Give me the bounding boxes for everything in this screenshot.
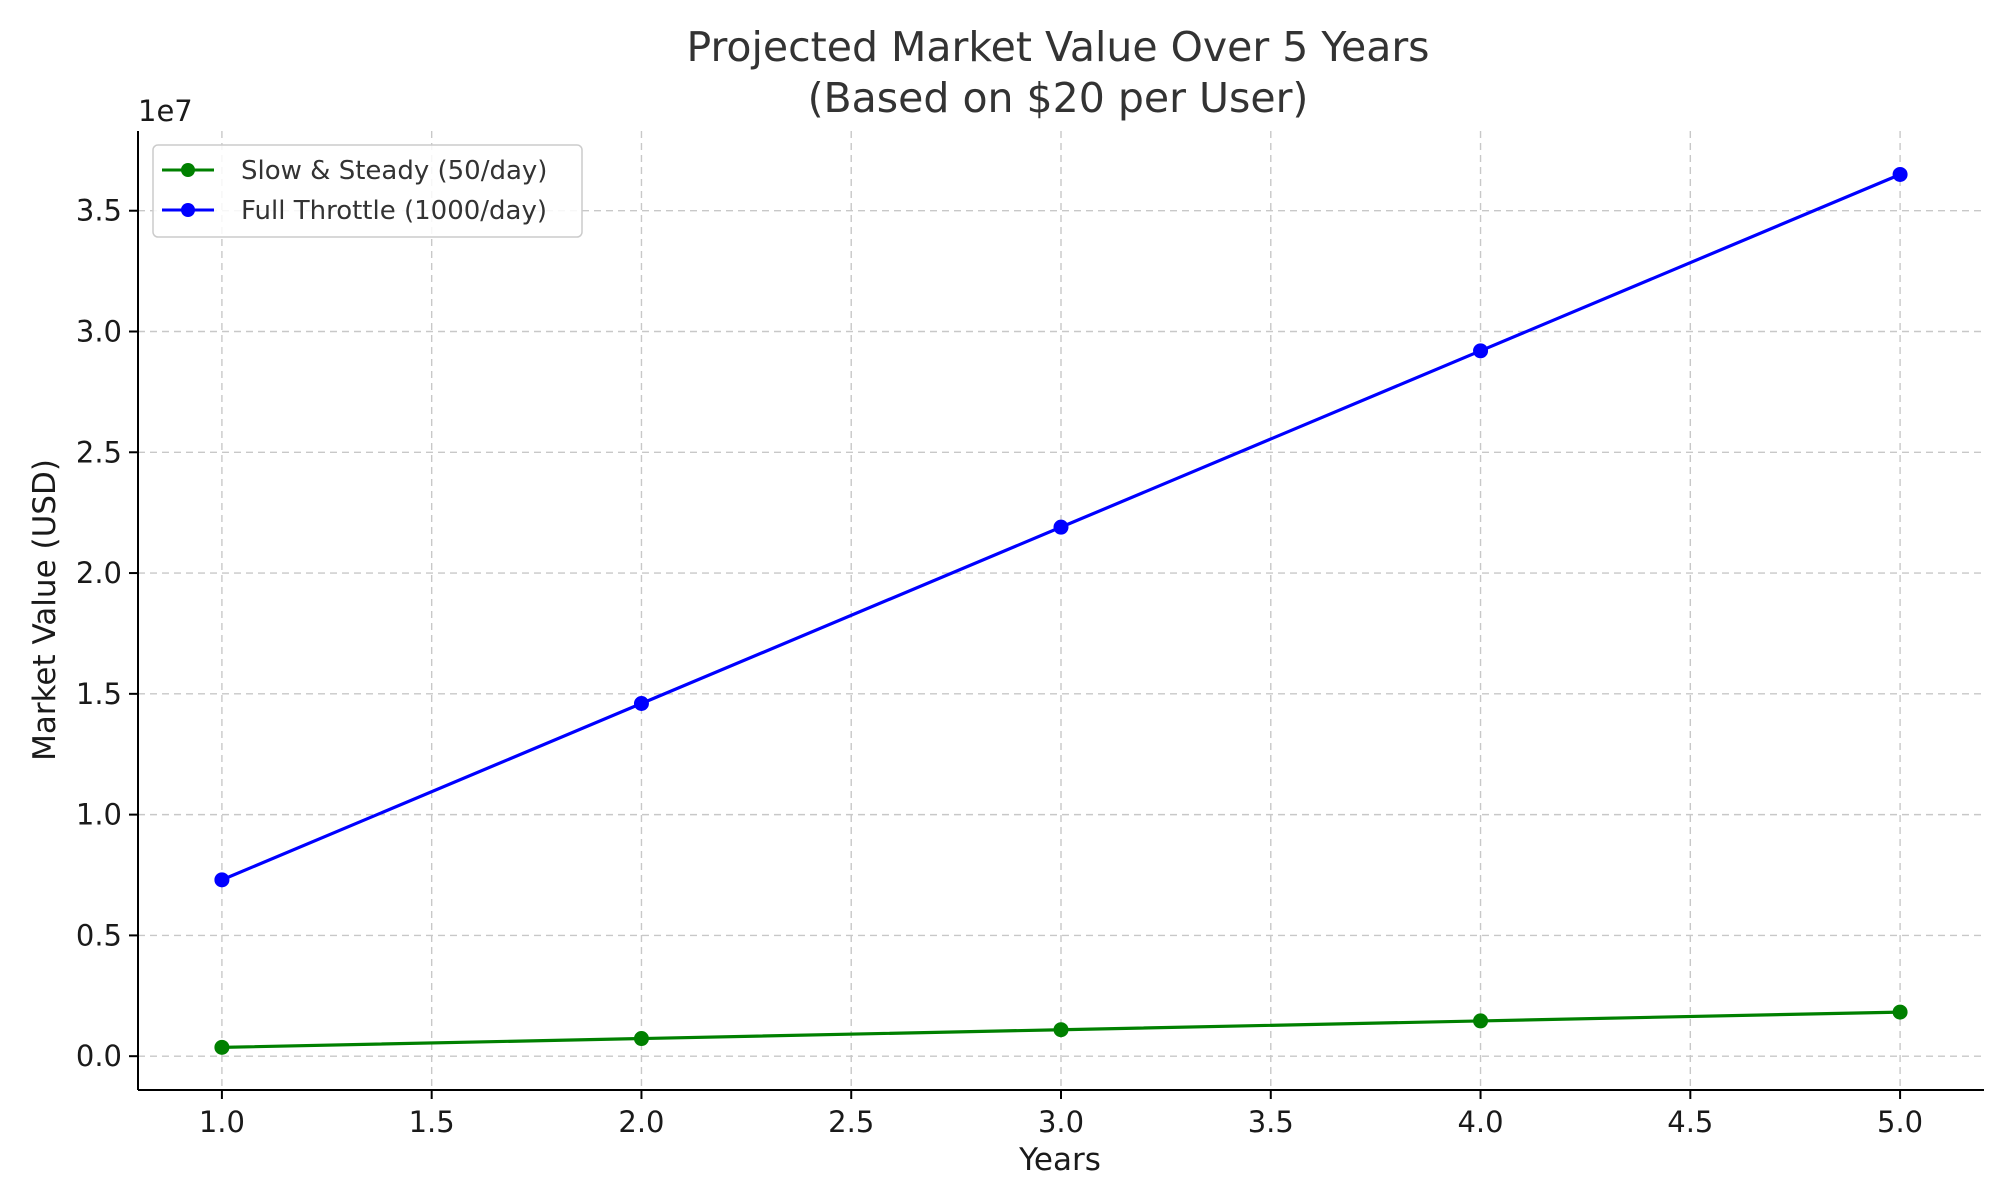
y-tick-label: 2.0: [76, 556, 122, 590]
y-offset-label: 1e7: [138, 94, 193, 128]
data-point-0-3: [1473, 1013, 1489, 1029]
y-ticks: 0.0 0.5 1.0 1.5 2.0 2.5 3.0 3.5: [76, 194, 138, 1073]
y-tick-label: 2.5: [76, 435, 122, 469]
x-tick-label: 4.5: [1667, 1105, 1713, 1139]
x-tick-label: 2.5: [828, 1105, 874, 1139]
y-tick-label: 0.0: [76, 1039, 122, 1073]
y-tick-label: 0.5: [76, 918, 122, 952]
legend-marker-slow: [181, 163, 195, 177]
x-tick-label: 1.5: [409, 1105, 455, 1139]
x-tick-label: 5.0: [1877, 1105, 1923, 1139]
y-tick-label: 1.0: [76, 798, 122, 832]
legend-marker-full: [181, 203, 195, 217]
y-axis-label: Market Value (USD): [27, 459, 63, 761]
data-point-1-0: [214, 872, 230, 888]
data-point-0-4: [1892, 1004, 1908, 1020]
x-tick-label: 4.0: [1457, 1105, 1503, 1139]
axes: [137, 131, 1984, 1091]
data-point-1-1: [633, 696, 649, 712]
legend-box: [152, 144, 583, 238]
x-tick-label: 2.0: [618, 1105, 664, 1139]
data-point-1-2: [1053, 519, 1069, 535]
chart-title: Projected Market Value Over 5 Years: [686, 23, 1429, 71]
legend-label-slow: Slow & Steady (50/day): [241, 156, 547, 186]
legend-label-full: Full Throttle (1000/day): [241, 196, 547, 226]
data-point-0-1: [633, 1031, 649, 1047]
x-tick-label: 3.5: [1248, 1105, 1294, 1139]
x-axis-label: Years: [1018, 1142, 1101, 1178]
series-layer: [214, 166, 1908, 1055]
x-tick-label: 3.0: [1038, 1105, 1084, 1139]
legend: Slow & Steady (50/day) Full Throttle (10…: [152, 144, 583, 238]
grid-lines: [138, 131, 1984, 1090]
data-point-0-0: [214, 1039, 230, 1055]
data-point-1-4: [1892, 166, 1908, 182]
data-point-0-2: [1053, 1022, 1069, 1038]
x-ticks: 1.0 1.5 2.0 2.5 3.0 3.5 4.0 4.5 5.0: [199, 1090, 1923, 1139]
y-tick-label: 1.5: [76, 677, 122, 711]
data-point-1-3: [1473, 343, 1489, 359]
x-tick-label: 1.0: [199, 1105, 245, 1139]
y-tick-label: 3.5: [76, 194, 122, 228]
y-tick-label: 3.0: [76, 314, 122, 348]
chart-subtitle: (Based on $20 per User): [808, 74, 1309, 122]
